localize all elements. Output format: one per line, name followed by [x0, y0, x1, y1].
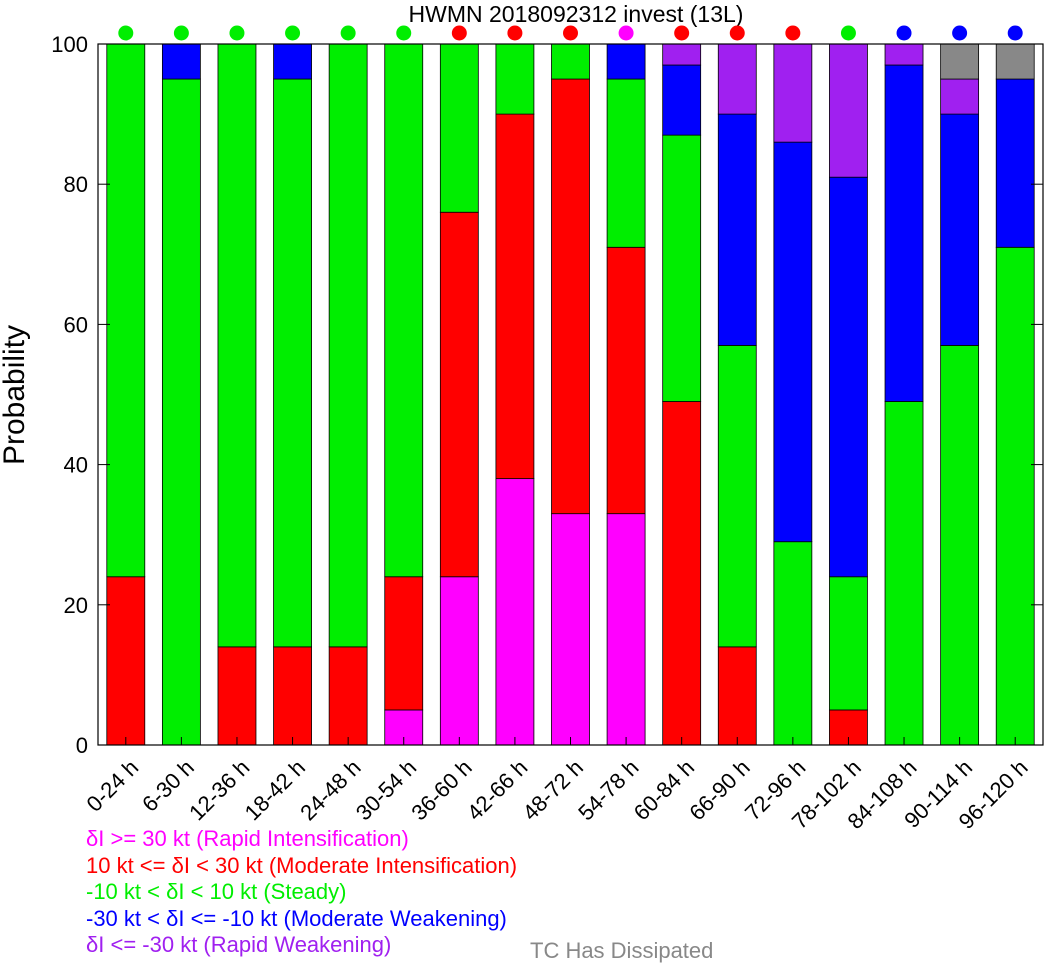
plot-frame — [97, 43, 1044, 746]
bar-segment-ri-6 — [439, 576, 479, 746]
bar-segment-mw-15 — [940, 113, 980, 346]
x-tick-label: 36-60 h — [406, 755, 476, 825]
bar-segment-mi-4 — [328, 646, 368, 746]
y-axis-label: Probability — [0, 325, 31, 465]
bar-segment-mw-14 — [884, 64, 924, 402]
bar-segment-mw-10 — [662, 64, 702, 136]
x-tick-label: 24-48 h — [295, 755, 365, 825]
bar-segment-mi-2 — [217, 646, 257, 746]
marker-dot-9 — [618, 25, 634, 41]
bar-segment-mi-0 — [106, 576, 146, 746]
x-tick-label: 48-72 h — [518, 755, 588, 825]
bar-segment-steady-15 — [940, 345, 980, 746]
bar-segment-steady-1 — [161, 78, 201, 746]
bar-segment-ri-7 — [495, 478, 535, 746]
bar-segment-steady-3 — [273, 78, 312, 648]
marker-dot-6 — [451, 25, 467, 41]
x-tick-label: 30-54 h — [351, 755, 421, 825]
legend: δI >= 30 kt (Rapid Intensification) 10 k… — [86, 826, 517, 959]
bar-segment-steady-5 — [384, 43, 424, 578]
y-tick-label: 60 — [64, 312, 88, 337]
bar-segment-steady-10 — [662, 134, 702, 402]
bar-segment-mi-11 — [717, 646, 757, 746]
bar-segment-rw-10 — [662, 43, 702, 66]
bar-segment-dissipated-16 — [995, 43, 1035, 80]
bar-segment-ri-9 — [606, 513, 646, 746]
bar-segment-steady-4 — [328, 43, 368, 648]
marker-dot-14 — [896, 25, 912, 41]
bar-segment-steady-12 — [773, 541, 813, 746]
marker-dot-13 — [840, 25, 856, 41]
marker-dot-16 — [1007, 25, 1023, 41]
bar-segment-mw-11 — [717, 113, 757, 346]
bar-segment-steady-2 — [217, 43, 257, 648]
y-tick-label: 80 — [64, 172, 88, 197]
bar-segment-rw-15 — [940, 78, 980, 115]
marker-dot-4 — [340, 25, 356, 41]
legend-steady: -10 kt < δI < 10 kt (Steady) — [86, 879, 347, 904]
bar-segment-steady-8 — [551, 43, 590, 80]
bar-segment-mi-10 — [662, 401, 702, 746]
x-tick-label: 0-24 h — [82, 755, 144, 817]
bar-segment-mw-12 — [773, 141, 813, 543]
x-tick-label: 54-78 h — [573, 755, 643, 825]
marker-dot-1 — [173, 25, 189, 41]
bar-segment-mw-16 — [995, 78, 1035, 248]
bar-segment-mw-9 — [606, 43, 646, 80]
marker-dot-10 — [674, 25, 690, 41]
legend-moderate-intensification: 10 kt <= δI < 30 kt (Moderate Intensific… — [86, 852, 518, 878]
legend-rapid-weakening: δI <= -30 kt (Rapid Weakening) — [86, 932, 392, 957]
marker-dot-7 — [507, 25, 523, 41]
bar-segment-steady-7 — [495, 43, 535, 115]
bar-segment-steady-16 — [995, 246, 1035, 746]
marker-dot-3 — [285, 25, 301, 41]
bar-segment-ri-8 — [551, 513, 590, 746]
bar-segment-rw-12 — [773, 43, 813, 143]
marker-dot-12 — [785, 25, 801, 41]
bar-segment-steady-0 — [106, 43, 146, 578]
bar-segment-mw-1 — [161, 43, 201, 80]
x-tick-label: 18-42 h — [240, 755, 310, 825]
bar-segment-steady-9 — [606, 78, 646, 248]
y-tick-label: 100 — [51, 32, 88, 57]
marker-dot-15 — [952, 25, 968, 41]
bar-segment-steady-11 — [717, 345, 757, 648]
x-tick-label: 60-84 h — [629, 755, 699, 825]
bars-group — [106, 43, 1035, 746]
bar-segment-mw-13 — [829, 176, 868, 578]
bar-segment-mi-8 — [551, 78, 590, 515]
bar-segment-steady-13 — [829, 576, 868, 711]
bar-segment-rw-13 — [829, 43, 868, 178]
legend-dissipated: TC Has Dissipated — [530, 938, 714, 963]
marker-dot-2 — [229, 25, 245, 41]
y-tick-label: 20 — [64, 593, 88, 618]
legend-rapid-intensification: δI >= 30 kt (Rapid Intensification) — [86, 826, 409, 851]
y-tick-label: 40 — [64, 453, 88, 478]
bar-segment-mi-6 — [439, 211, 479, 578]
marker-dot-0 — [118, 25, 134, 41]
bar-segment-steady-6 — [439, 43, 479, 213]
x-tick-label: 66-90 h — [684, 755, 754, 825]
x-tick-label: 12-36 h — [184, 755, 254, 825]
chart-title: HWMN 2018092312 invest (13L) — [409, 1, 744, 27]
bar-segment-mi-7 — [495, 113, 535, 480]
bar-segment-dissipated-15 — [940, 43, 980, 80]
marker-dot-5 — [396, 25, 412, 41]
marker-dot-8 — [563, 25, 578, 41]
legend-moderate-weakening: -30 kt < δI <= -10 kt (Moderate Weakenin… — [86, 905, 507, 931]
bar-segment-rw-11 — [717, 43, 757, 115]
top-markers-group — [118, 25, 1023, 41]
bar-segment-mi-5 — [384, 576, 424, 711]
bar-segment-mw-3 — [273, 43, 312, 80]
y-tick-label: 0 — [76, 733, 88, 758]
bar-segment-mi-3 — [273, 646, 312, 746]
bar-segment-mi-9 — [606, 246, 646, 515]
marker-dot-11 — [729, 25, 745, 41]
bar-segment-steady-14 — [884, 401, 924, 746]
bar-segment-rw-14 — [884, 43, 924, 66]
x-tick-label: 42-66 h — [462, 755, 532, 825]
